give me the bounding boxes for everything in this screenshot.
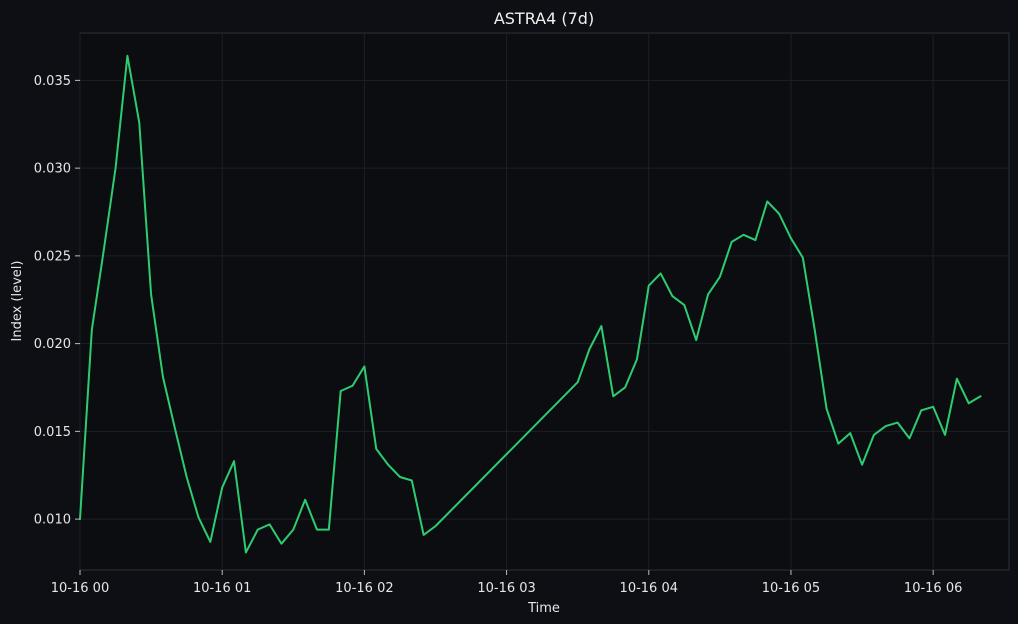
y-axis-label: Index (level) (10, 261, 25, 342)
x-tick-label: 10-16 06 (904, 581, 962, 596)
y-tick-label: 0.030 (34, 162, 71, 177)
y-tick-label: 0.035 (34, 74, 71, 89)
y-axis: 0.010 0.015 0.020 0.025 0.030 0.035 (34, 74, 80, 528)
x-axis: 10-16 00 10-16 01 10-16 02 10-16 03 10-16 04… (51, 570, 962, 596)
x-tick-label: 10-16 05 (762, 581, 820, 596)
y-tick-label: 0.015 (34, 425, 71, 440)
x-axis-label: Time (527, 601, 560, 616)
x-tick-label: 10-16 02 (335, 581, 393, 596)
x-tick-label: 10-16 01 (193, 581, 251, 596)
chart-title: ASTRA4 (7d) (494, 9, 594, 28)
series-line (79, 54, 982, 554)
x-tick-label: 10-16 03 (477, 581, 535, 596)
y-tick-label: 0.010 (34, 513, 71, 528)
series-layer (79, 54, 982, 554)
x-tick-label: 10-16 00 (51, 581, 109, 596)
x-tick-label: 10-16 04 (620, 581, 678, 596)
y-tick-label: 0.025 (34, 249, 71, 264)
gridlines (79, 33, 1009, 570)
plot-area (79, 32, 1010, 571)
y-tick-label: 0.020 (34, 337, 71, 352)
